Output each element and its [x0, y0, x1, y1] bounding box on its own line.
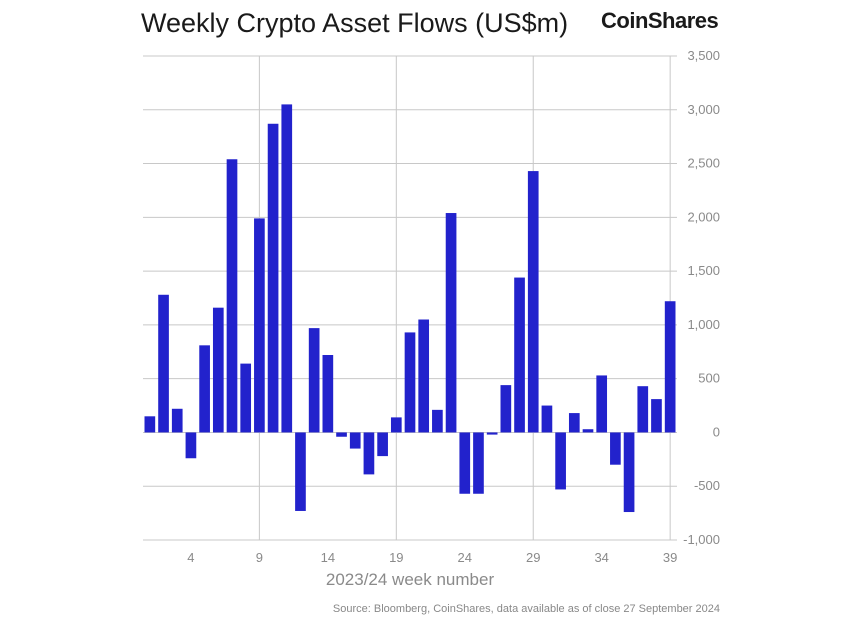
y-tick-label: 2,500	[687, 156, 720, 171]
x-tick-label: 39	[663, 550, 677, 565]
bar-week-37	[637, 386, 649, 433]
x-tick-label: 24	[458, 550, 472, 565]
y-tick-label: 3,000	[687, 102, 720, 117]
bar-week-15	[336, 432, 347, 437]
bar-week-33	[582, 429, 594, 433]
bar-week-19	[390, 417, 402, 433]
source-note: Source: Bloomberg, CoinShares, data avai…	[332, 603, 720, 615]
bar-week-18	[377, 432, 388, 457]
x-tick-label: 9	[256, 550, 263, 565]
x-axis-label: 2023/24 week number	[326, 570, 495, 589]
bar-week-35	[610, 432, 621, 465]
bar-week-14	[322, 355, 334, 433]
bar-week-5	[199, 345, 210, 433]
bar-week-36	[623, 432, 635, 513]
y-tick-label: 1,000	[687, 317, 720, 332]
x-tick-label: 34	[594, 550, 608, 565]
bar-week-25	[473, 432, 484, 494]
bar-week-29	[527, 171, 539, 433]
bar-week-24	[459, 432, 471, 494]
coinshares-logo: CoinShares	[601, 8, 719, 33]
y-tick-label: 500	[698, 371, 720, 386]
y-tick-label: 0	[713, 424, 720, 439]
bar-week-28	[514, 277, 525, 433]
y-tick-label: -1,000	[683, 532, 720, 547]
x-tick-label: 29	[526, 550, 540, 565]
bar-week-7	[226, 159, 238, 433]
bar-week-27	[500, 385, 512, 433]
bar-week-30	[541, 405, 553, 433]
bar-week-22	[432, 409, 443, 433]
y-tick-label: 3,500	[687, 48, 720, 63]
y-tick-label: -500	[694, 478, 720, 493]
bar-week-11	[281, 104, 293, 433]
bar-week-20	[404, 332, 416, 433]
bar-week-1	[144, 416, 156, 433]
bar-week-31	[555, 432, 566, 490]
bar-week-21	[418, 319, 430, 433]
bar-week-26	[486, 432, 498, 435]
x-tick-label: 19	[389, 550, 403, 565]
bar-week-4	[185, 432, 197, 459]
bar-week-10	[267, 123, 279, 433]
bar-week-12	[295, 432, 306, 511]
bar-week-2	[158, 294, 169, 433]
chart-title: Weekly Crypto Asset Flows (US$m)	[141, 8, 569, 38]
bar-week-8	[240, 363, 252, 433]
bar-week-39	[664, 301, 676, 433]
y-tick-label: 2,000	[687, 209, 720, 224]
bar-week-17	[363, 432, 375, 475]
bar-week-23	[445, 213, 457, 433]
bar-week-38	[651, 399, 662, 433]
bar-week-3	[171, 408, 183, 433]
y-tick-label: 1,500	[687, 263, 720, 278]
x-tick-label: 14	[321, 550, 335, 565]
bar-week-6	[212, 307, 224, 433]
bar-week-13	[308, 328, 320, 433]
bar-week-32	[568, 413, 580, 433]
bar-week-9	[254, 218, 265, 433]
bar-week-34	[596, 375, 608, 433]
bar-week-16	[349, 432, 361, 449]
x-tick-label: 4	[187, 550, 194, 565]
